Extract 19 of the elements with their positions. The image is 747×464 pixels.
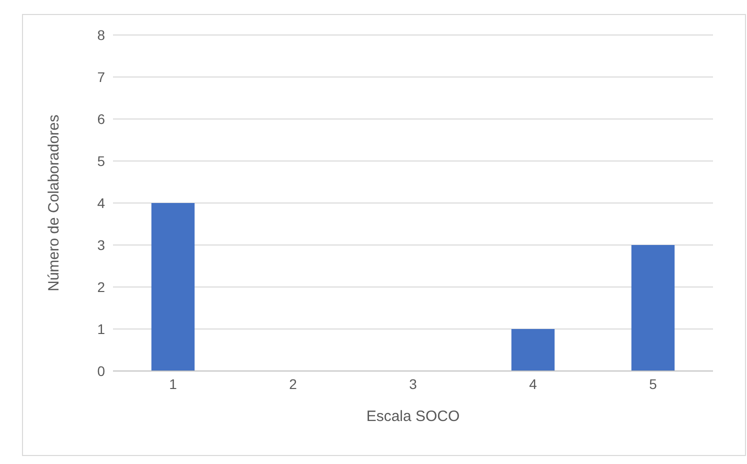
x-tick-label: 3 xyxy=(409,376,418,392)
x-axis-title: Escala SOCO xyxy=(366,408,460,425)
y-tick-label: 5 xyxy=(97,152,106,169)
y-tick-label: 2 xyxy=(97,278,106,295)
x-tick-label: 2 xyxy=(289,376,298,392)
y-tick-label: 1 xyxy=(97,320,106,337)
y-tick-label: 8 xyxy=(97,26,106,43)
y-tick-label: 4 xyxy=(97,194,106,211)
y-tick-label: 3 xyxy=(97,236,106,253)
x-tick-label: 5 xyxy=(649,376,658,392)
bar xyxy=(511,329,555,371)
y-tick-label: 6 xyxy=(97,110,106,127)
bar xyxy=(631,245,675,371)
bar xyxy=(151,203,195,371)
y-tick-label: 0 xyxy=(97,362,106,379)
y-axis-title: Número de Colaboradores xyxy=(45,114,62,292)
x-tick-label: 1 xyxy=(169,376,178,392)
y-tick-label: 7 xyxy=(97,68,106,85)
x-tick-label: 4 xyxy=(529,376,538,392)
